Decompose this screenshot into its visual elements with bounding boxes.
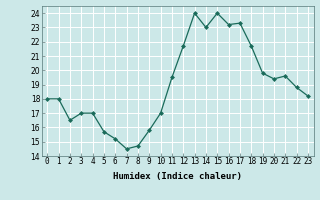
X-axis label: Humidex (Indice chaleur): Humidex (Indice chaleur) bbox=[113, 172, 242, 181]
